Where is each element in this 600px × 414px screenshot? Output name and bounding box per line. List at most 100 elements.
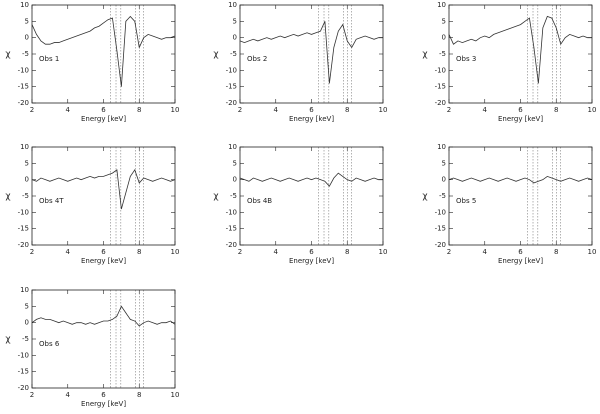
y-tick-label: 0 <box>25 319 29 327</box>
residual-line <box>31 168 176 210</box>
x-tick-label: 10 <box>588 106 597 114</box>
y-tick-label: -20 <box>18 384 29 392</box>
x-axis-label: Energy [keV] <box>81 257 126 265</box>
residual-line <box>239 172 383 187</box>
y-tick-label: -20 <box>226 99 237 107</box>
x-tick-label: 2 <box>238 248 242 256</box>
y-tick-label: -10 <box>435 208 446 216</box>
x-tick-label: 10 <box>379 248 388 256</box>
y-tick-label: -10 <box>226 208 237 216</box>
panel-label: Obs 4B <box>247 197 272 205</box>
panel-label: Obs 2 <box>247 55 267 63</box>
y-tick-label: -20 <box>435 241 446 249</box>
panel-label: Obs 6 <box>39 340 60 348</box>
y-tick-label: 10 <box>437 143 446 151</box>
x-tick-label: 8 <box>137 106 141 114</box>
x-tick-label: 2 <box>447 248 451 256</box>
x-tick-label: 2 <box>238 106 242 114</box>
x-tick-label: 2 <box>30 391 34 399</box>
y-tick-label: 10 <box>20 286 29 294</box>
panel-label: Obs 1 <box>39 55 59 63</box>
y-tick-label: 10 <box>20 1 29 9</box>
y-tick-label: 0 <box>442 34 446 42</box>
y-tick-label: -15 <box>226 225 237 233</box>
y-tick-label: -15 <box>18 83 29 91</box>
y-tick-label: 5 <box>233 17 237 25</box>
x-tick-label: 2 <box>447 106 451 114</box>
x-tick-label: 8 <box>345 248 349 256</box>
panel-label: Obs 3 <box>456 55 476 63</box>
x-tick-label: 4 <box>274 106 279 114</box>
y-tick-label: -20 <box>435 99 446 107</box>
y-tick-label: -20 <box>18 241 29 249</box>
residual-line <box>239 21 383 84</box>
x-tick-label: 4 <box>66 391 71 399</box>
x-tick-label: 2 <box>30 106 34 114</box>
y-tick-label: -5 <box>22 50 29 58</box>
y-axis-label: χ <box>213 192 218 202</box>
x-axis-label: Energy [keV] <box>81 115 126 123</box>
x-tick-label: 8 <box>554 248 558 256</box>
y-tick-label: 5 <box>25 17 29 25</box>
y-tick-label: 0 <box>442 176 446 184</box>
y-axis-label: χ <box>5 50 10 60</box>
x-tick-label: 8 <box>345 106 349 114</box>
x-tick-label: 6 <box>309 248 314 256</box>
y-tick-label: 10 <box>228 143 237 151</box>
y-axis-label: χ <box>213 50 218 60</box>
y-tick-label: 10 <box>228 1 237 9</box>
x-tick-label: 8 <box>137 248 141 256</box>
x-tick-label: 4 <box>483 248 488 256</box>
y-axis-label: χ <box>5 335 10 345</box>
y-tick-label: -15 <box>18 368 29 376</box>
y-tick-label: -10 <box>18 66 29 74</box>
panel-label: Obs 4T <box>39 197 64 205</box>
x-tick-label: 6 <box>309 106 314 114</box>
y-axis-label: χ <box>422 50 427 60</box>
y-tick-label: 10 <box>437 1 446 9</box>
y-tick-label: -10 <box>18 351 29 359</box>
y-tick-label: 5 <box>233 159 237 167</box>
y-tick-label: -5 <box>439 192 446 200</box>
y-tick-label: 0 <box>25 176 29 184</box>
x-axis-label: Energy [keV] <box>81 400 126 408</box>
y-tick-label: -10 <box>226 66 237 74</box>
x-tick-label: 10 <box>379 106 388 114</box>
x-tick-label: 4 <box>66 248 71 256</box>
x-tick-label: 8 <box>137 391 141 399</box>
panel-label: Obs 5 <box>456 197 476 205</box>
y-tick-label: -5 <box>439 50 446 58</box>
x-tick-label: 6 <box>518 248 523 256</box>
x-tick-label: 10 <box>171 106 180 114</box>
x-tick-label: 10 <box>588 248 597 256</box>
residual-line <box>31 305 176 327</box>
y-tick-label: -15 <box>435 83 446 91</box>
x-tick-label: 8 <box>554 106 558 114</box>
y-tick-label: 10 <box>20 143 29 151</box>
x-axis-label: Energy [keV] <box>498 115 543 123</box>
y-tick-label: 0 <box>233 34 237 42</box>
y-tick-label: -5 <box>22 335 29 343</box>
y-tick-label: 0 <box>233 176 237 184</box>
y-tick-label: 0 <box>25 34 29 42</box>
y-tick-label: -15 <box>226 83 237 91</box>
y-tick-label: -20 <box>18 99 29 107</box>
residual-line <box>448 15 592 84</box>
y-tick-label: 5 <box>25 302 29 310</box>
y-tick-label: -15 <box>18 225 29 233</box>
x-tick-label: 2 <box>30 248 34 256</box>
y-tick-label: 5 <box>442 17 446 25</box>
x-tick-label: 4 <box>66 106 71 114</box>
y-tick-label: 5 <box>25 159 29 167</box>
residual-line <box>31 15 176 87</box>
y-tick-label: -10 <box>18 208 29 216</box>
x-tick-label: 6 <box>101 391 106 399</box>
x-tick-label: 6 <box>101 248 106 256</box>
y-tick-label: -5 <box>230 50 237 58</box>
x-tick-label: 4 <box>274 248 279 256</box>
y-tick-label: -5 <box>22 192 29 200</box>
y-tick-label: 5 <box>442 159 446 167</box>
y-tick-label: -15 <box>435 225 446 233</box>
y-tick-label: -20 <box>226 241 237 249</box>
